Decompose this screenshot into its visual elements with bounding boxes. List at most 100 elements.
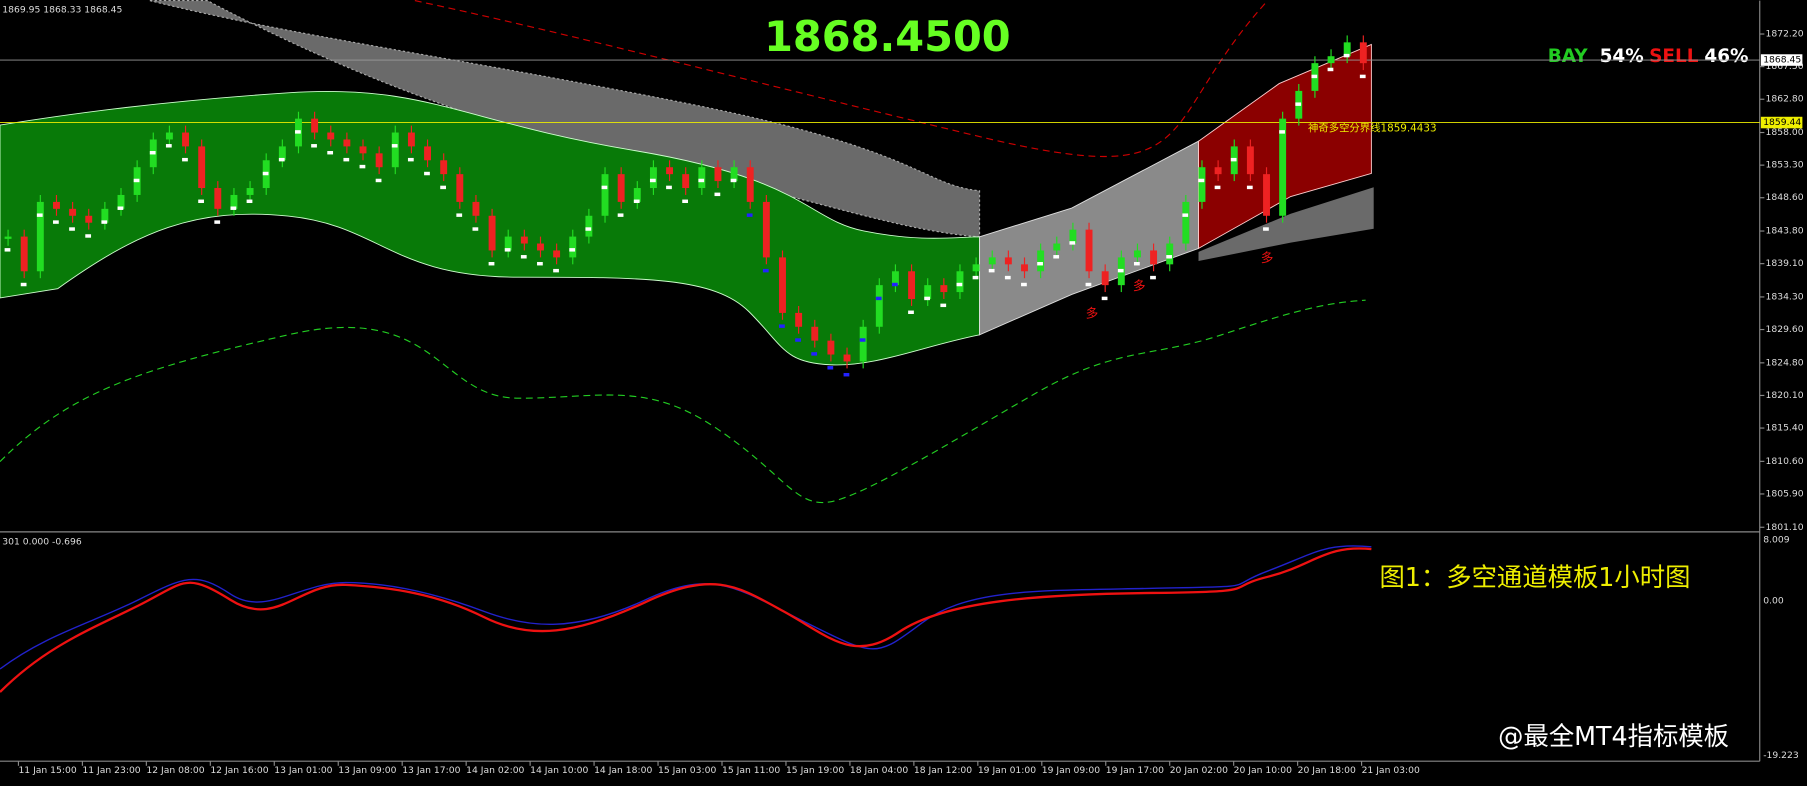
candle — [504, 236, 512, 251]
y-tick-label: 1853.30 — [1766, 160, 1804, 171]
candle — [795, 312, 803, 327]
trend-dot — [698, 178, 705, 183]
trend-dot — [1117, 268, 1124, 273]
candle — [391, 132, 399, 168]
x-tick-label: 13 Jan 09:00 — [338, 765, 396, 776]
candle — [698, 167, 706, 189]
candle — [246, 188, 254, 195]
trend-dot — [908, 310, 914, 315]
sub-tick: 0.00 — [1763, 596, 1784, 607]
price-label: 1859.44 — [1763, 117, 1801, 128]
price-label: 1868.45 — [1763, 55, 1801, 66]
trend-dot — [343, 157, 350, 162]
trend-dot — [295, 130, 301, 134]
y-tick-label: 1805.90 — [1766, 488, 1804, 499]
trend-dot — [746, 213, 753, 217]
candle — [988, 257, 996, 265]
price-box — [1760, 116, 1803, 129]
caption: 图1：多空通道模板1小时图 — [1379, 562, 1690, 592]
x-tick-label: 20 Jan 18:00 — [1298, 765, 1356, 776]
candle — [1263, 174, 1270, 216]
x-tick-label: 20 Jan 10:00 — [1234, 765, 1292, 776]
sub-tick: -19.223 — [1763, 750, 1799, 761]
trend-dot — [198, 199, 204, 204]
candle — [278, 146, 286, 161]
y-tick-label: 1843.80 — [1766, 226, 1804, 237]
trend-dot — [311, 144, 317, 148]
trend-dot — [1037, 261, 1043, 266]
trend-dot — [1263, 227, 1269, 231]
trend-dot — [504, 248, 511, 252]
trend-dot — [1150, 275, 1156, 280]
trend-dot — [1101, 296, 1108, 301]
trend-dot — [359, 164, 366, 169]
candle — [827, 340, 835, 355]
trend-dot — [278, 157, 285, 162]
trend-dot — [1069, 241, 1076, 245]
trend-dot — [795, 338, 801, 342]
trend-dot — [20, 282, 27, 287]
trend-dot — [1311, 74, 1318, 79]
candle — [617, 174, 625, 202]
trend-dot — [327, 150, 334, 155]
candle — [666, 167, 674, 175]
trend-dot — [117, 206, 124, 210]
trend-dot — [972, 275, 979, 280]
candle — [553, 250, 561, 258]
trend-dot — [617, 213, 624, 217]
candle — [1327, 56, 1335, 64]
signal: 多 — [1261, 250, 1274, 265]
candle — [1101, 271, 1109, 286]
trend-dot — [1053, 255, 1060, 259]
candle — [1279, 118, 1287, 216]
y-tick-label: 1867.50 — [1766, 61, 1804, 72]
trend-dot — [1182, 213, 1189, 217]
x-tick-label: 13 Jan 17:00 — [402, 765, 460, 776]
candle — [843, 354, 851, 362]
trend-dot — [891, 282, 898, 287]
candle — [1085, 229, 1093, 272]
sell-pct: 46% — [1704, 46, 1748, 67]
candle — [1004, 257, 1012, 265]
trend-dot — [133, 178, 140, 183]
candle — [811, 326, 819, 341]
candle — [1343, 42, 1351, 57]
trend-dot — [165, 144, 172, 148]
trend-dot — [714, 192, 721, 197]
trend-dot — [69, 227, 75, 231]
y-tick-label: 1829.60 — [1766, 324, 1804, 335]
x-tick-label: 19 Jan 01:00 — [978, 765, 1036, 776]
trend-dot — [1279, 130, 1285, 134]
trend-dot — [1230, 157, 1237, 162]
candle — [1069, 229, 1077, 244]
green-dashed — [0, 299, 1366, 504]
sell: SELL — [1649, 46, 1699, 67]
trend-dot — [730, 178, 737, 183]
candle — [230, 194, 238, 209]
candle — [311, 118, 319, 133]
trend-dot — [859, 338, 866, 342]
candle — [1246, 146, 1254, 175]
watermark: @最全MT4指标模板 — [1498, 721, 1729, 751]
trend-dot — [1295, 102, 1302, 106]
candle — [972, 264, 980, 272]
candle — [859, 326, 867, 362]
candle — [1166, 243, 1174, 265]
x-tick-label: 19 Jan 09:00 — [1042, 765, 1100, 776]
candle — [165, 132, 173, 140]
candle — [214, 188, 222, 209]
trend-dot — [1198, 178, 1205, 183]
candle — [1037, 250, 1045, 272]
trend-dot — [924, 296, 931, 301]
candle — [1021, 264, 1028, 272]
candle — [875, 285, 883, 327]
info: 1869.95 1868.33 1868.45 — [2, 4, 122, 15]
candle — [1053, 243, 1061, 251]
y-tick-label: 1872.20 — [1766, 29, 1804, 40]
signal: 多 — [1133, 278, 1146, 293]
candle — [359, 146, 367, 154]
candle — [714, 167, 722, 182]
candle — [908, 271, 916, 300]
